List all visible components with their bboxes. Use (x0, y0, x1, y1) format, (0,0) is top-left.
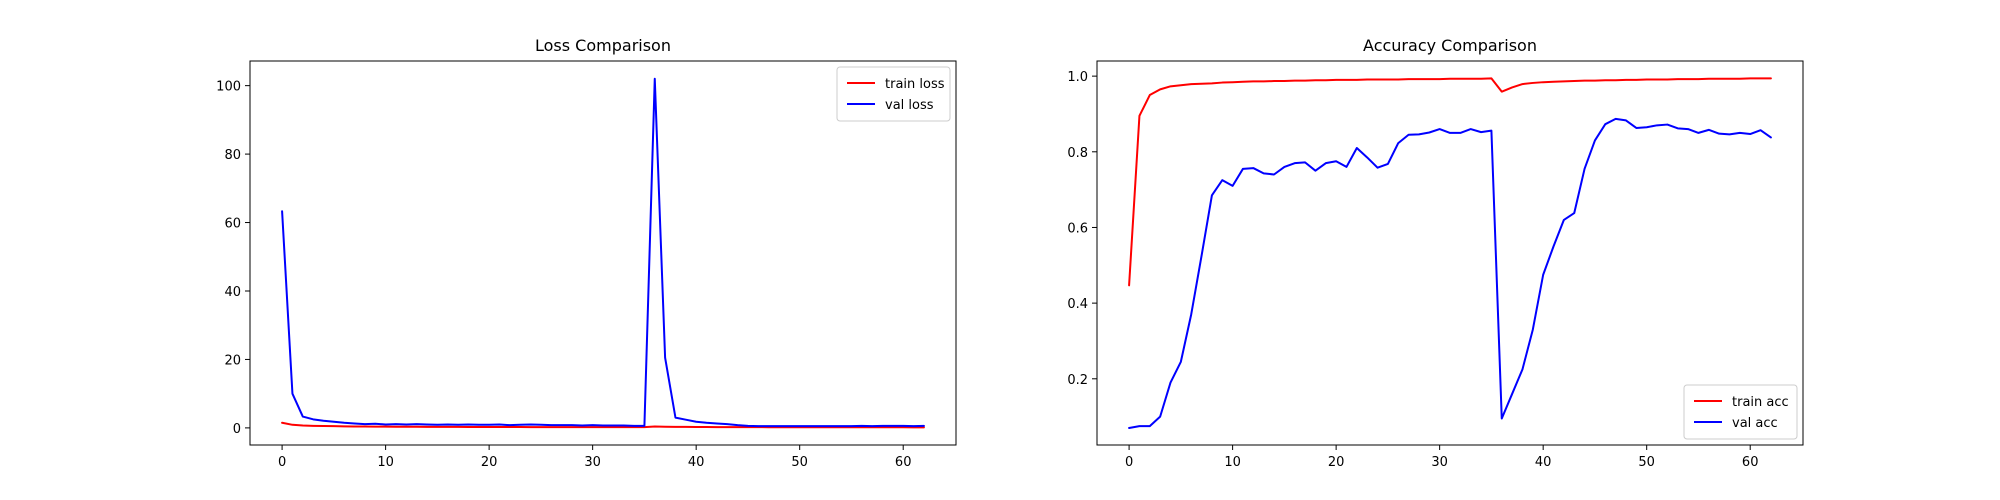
y-tick-label: 0.8 (1067, 146, 1088, 161)
x-tick-label: 0 (278, 455, 286, 470)
series-line-train-loss (281, 421, 925, 429)
chart-title: Accuracy Comparison (1363, 36, 1537, 55)
x-tick-label: 10 (377, 455, 394, 470)
series-line-train-acc (1128, 77, 1772, 287)
x-tick-label: 30 (1431, 455, 1448, 470)
y-tick-label: 0.4 (1067, 297, 1088, 312)
legend-box (836, 66, 951, 122)
legend-label: train loss (885, 77, 945, 92)
y-tick-label: 0.2 (1067, 373, 1088, 388)
chart-title: Loss Comparison (535, 36, 671, 55)
legend-label: val loss (885, 98, 934, 113)
x-tick-label: 30 (584, 455, 601, 470)
x-tick-label: 60 (895, 455, 912, 470)
x-tick-label: 40 (1535, 455, 1552, 470)
series-line-val-acc (1128, 117, 1772, 429)
legend: train acc val acc (1683, 384, 1798, 440)
x-tick-label: 40 (688, 455, 705, 470)
x-tick-label: 10 (1224, 455, 1241, 470)
x-tick-label: 50 (1638, 455, 1655, 470)
y-tick-label: 20 (224, 353, 241, 368)
loss-chart: Loss Comparison 0 10 20 30 40 50 60 0 20 40 60 80 100… (216, 36, 957, 470)
y-tick-label: 80 (224, 148, 241, 163)
legend: train loss val loss (836, 66, 951, 122)
y-tick-label: 40 (224, 285, 241, 300)
y-tick-label: 0.6 (1067, 221, 1088, 236)
x-tick-label: 50 (791, 455, 808, 470)
y-tick-label: 60 (224, 217, 241, 232)
legend-label: val acc (1732, 416, 1778, 431)
axes-frame (249, 60, 957, 446)
y-tick-label: 100 (216, 80, 241, 95)
series-line-val-loss (281, 77, 925, 428)
x-tick-label: 60 (1742, 455, 1759, 470)
axes-frame (1096, 60, 1804, 446)
y-tick-label: 0 (233, 422, 241, 437)
x-tick-label: 20 (1328, 455, 1345, 470)
legend-box (1683, 384, 1798, 440)
x-tick-label: 20 (481, 455, 498, 470)
accuracy-chart: Accuracy Comparison 0 10 20 30 40 50 60 0.2 0.4 0.… (1067, 36, 1804, 470)
x-tick-label: 0 (1125, 455, 1133, 470)
y-tick-label: 1.0 (1067, 70, 1088, 85)
legend-label: train acc (1732, 395, 1789, 410)
